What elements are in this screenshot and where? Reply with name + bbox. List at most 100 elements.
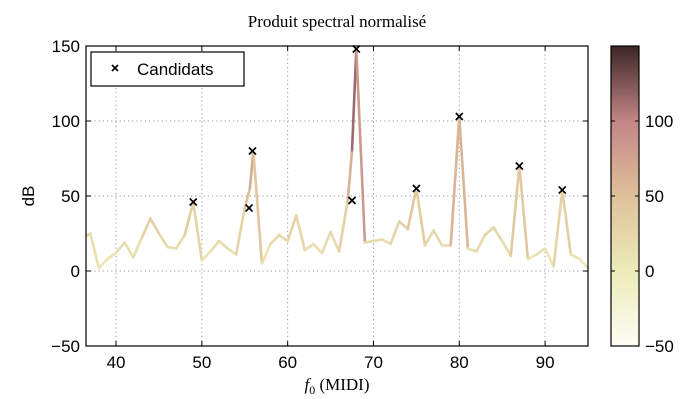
series-point xyxy=(249,187,251,190)
candidat-marker-stroke xyxy=(347,196,357,205)
series-segment xyxy=(560,188,573,256)
series-point xyxy=(149,217,152,220)
series-point xyxy=(312,243,315,245)
series-point xyxy=(466,247,469,250)
series-point xyxy=(501,240,504,242)
series-point xyxy=(492,226,495,229)
series-segment xyxy=(286,214,298,243)
series-segment xyxy=(389,220,401,246)
series-segment xyxy=(157,232,169,249)
series-segment xyxy=(578,257,588,270)
y-tick-label: 100 xyxy=(52,112,80,131)
x-tick-label: 40 xyxy=(107,353,126,372)
series-segment xyxy=(131,236,144,259)
candidat-marker xyxy=(412,184,421,193)
x-tick-label: 60 xyxy=(278,353,297,372)
series-segment xyxy=(252,149,264,265)
series-point xyxy=(278,234,280,236)
series-point xyxy=(535,253,538,256)
series-segment xyxy=(569,253,581,261)
legend-entry-candidats: Candidats xyxy=(137,60,214,79)
series-point xyxy=(269,243,272,245)
series-segment xyxy=(191,200,204,262)
chart-title: Produit spectral normalisé xyxy=(248,12,426,31)
legend: Candidats xyxy=(90,51,245,87)
candidat-marker xyxy=(515,161,524,171)
series-point xyxy=(140,237,143,239)
series-point xyxy=(484,234,486,236)
series-segment xyxy=(526,253,538,261)
series-point xyxy=(346,199,349,202)
candidat-marker xyxy=(189,197,198,207)
series-point xyxy=(106,258,109,260)
x-tick-label: 50 xyxy=(192,353,211,372)
candidat-marker-stroke xyxy=(248,146,257,156)
x-axis-ticks: 40 50 60 70 80 90 xyxy=(107,46,555,372)
series-point xyxy=(432,229,435,232)
series-segment xyxy=(372,238,384,243)
series-point xyxy=(115,252,117,254)
candidat-marker xyxy=(558,185,567,195)
series-segment xyxy=(346,149,354,202)
y-tick-label: 0 xyxy=(71,262,80,281)
candidat-marker xyxy=(352,44,361,54)
series-segment xyxy=(209,239,221,253)
series-segment xyxy=(277,233,289,243)
series-segment xyxy=(509,164,521,258)
candidat-marker xyxy=(248,146,257,156)
legend-box xyxy=(90,51,245,87)
series-segment xyxy=(355,47,367,244)
series-point xyxy=(89,232,92,235)
series-segment xyxy=(294,214,307,252)
series-segment xyxy=(88,232,101,270)
candidat-marker xyxy=(455,112,464,121)
candidat-marker xyxy=(244,203,254,213)
candidat-marker-stroke xyxy=(558,185,567,195)
series-point xyxy=(175,247,178,250)
x-axis-label-symbol: f xyxy=(304,375,311,394)
series-segment xyxy=(363,239,375,244)
series-point xyxy=(209,250,212,253)
series-point xyxy=(321,252,323,254)
series-segment xyxy=(518,164,530,261)
series-segment xyxy=(217,239,229,250)
x-axis-label-subscript: 0 xyxy=(309,383,315,397)
series-segment xyxy=(312,242,324,255)
series-segment xyxy=(406,187,418,231)
marker-layer xyxy=(189,44,567,213)
candidat-marker xyxy=(347,196,357,205)
series-point xyxy=(158,232,160,235)
series-point xyxy=(183,234,186,236)
candidat-marker-stroke xyxy=(244,203,254,213)
series-point xyxy=(363,241,366,244)
series-segment xyxy=(320,230,332,255)
grid xyxy=(86,46,588,346)
y-axis-label: dB xyxy=(19,186,38,207)
series-point xyxy=(235,253,238,256)
series-segment xyxy=(380,238,392,246)
series-point xyxy=(398,220,401,223)
series-point xyxy=(509,255,512,257)
series-segment xyxy=(200,250,212,262)
series-segment xyxy=(114,241,126,255)
series-point xyxy=(261,262,263,265)
series-point xyxy=(449,244,452,247)
series-segment xyxy=(106,251,118,261)
series-segment xyxy=(140,217,152,240)
series-segment xyxy=(457,115,470,250)
series-segment xyxy=(350,47,358,153)
y-tick-label: 150 xyxy=(52,37,80,56)
series-segment xyxy=(423,229,435,247)
series-segment xyxy=(260,242,272,265)
y-tick-label: −50 xyxy=(51,337,80,356)
series-segment xyxy=(432,229,444,247)
series-segment xyxy=(466,247,478,253)
series-segment xyxy=(483,226,495,237)
series-point xyxy=(578,258,581,260)
colorbar-tick-label: −50 xyxy=(645,337,674,356)
series-point xyxy=(97,267,100,269)
colorbar: −50 0 50 100 xyxy=(610,45,674,356)
series-point xyxy=(351,150,353,152)
series-point xyxy=(552,265,555,268)
colorbar-tick-label: 50 xyxy=(645,187,664,206)
